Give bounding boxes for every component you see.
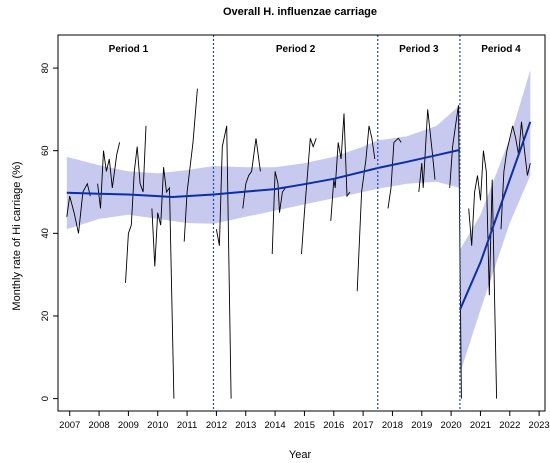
observed-line-1 — [66, 182, 91, 234]
x-tick-label: 2023 — [529, 420, 550, 431]
plot-frame — [57, 34, 546, 412]
observed-line-7 — [242, 138, 261, 209]
observed-line-2 — [97, 142, 121, 209]
observed-line-16 — [500, 121, 531, 230]
x-tick-label: 2020 — [441, 420, 462, 431]
observed-line-11 — [356, 125, 376, 292]
x-tick-label: 2009 — [118, 420, 139, 431]
period-label-4: Period 4 — [481, 44, 521, 55]
period-label-1: Period 1 — [109, 44, 149, 55]
y-axis-label: Monthly rate of Hi carriage (%) — [11, 161, 23, 310]
x-tick-label: 2011 — [177, 420, 197, 431]
observed-line-6 — [215, 125, 232, 399]
x-tick-label: 2017 — [353, 420, 374, 431]
observed-line-12 — [387, 137, 402, 209]
y-tick-label: 80 — [40, 63, 51, 74]
period-label-3: Period 3 — [399, 44, 439, 55]
y-tick-label: 20 — [40, 311, 51, 322]
fitted-trend-3 — [377, 148, 461, 169]
x-tick-label: 2014 — [265, 420, 286, 431]
x-axis-label: Year — [289, 449, 312, 461]
x-tick-label: 2022 — [499, 420, 520, 431]
observed-line-8 — [271, 171, 286, 255]
x-tick-label: 2013 — [235, 420, 256, 431]
x-tick-label: 2018 — [382, 420, 403, 431]
x-tick-label: 2015 — [294, 420, 315, 431]
y-tick-label: 60 — [40, 145, 51, 156]
x-tick-label: 2021 — [470, 420, 491, 431]
period-label-2: Period 2 — [276, 44, 316, 55]
plot-area: Period 1 Period 2 Period 3 Period 4 0 20 40 60 8… — [40, 34, 550, 431]
observed-line-3 — [125, 125, 147, 283]
x-tick-label: 2010 — [147, 420, 168, 431]
observed-line-5 — [183, 88, 198, 242]
observed-line-10 — [330, 113, 351, 221]
fitted-trend-4 — [458, 121, 532, 311]
x-tick-label: 2019 — [411, 420, 432, 431]
confidence-band-1 — [66, 105, 460, 230]
observed-line-9 — [301, 138, 317, 255]
y-tick-label: 0 — [40, 396, 51, 401]
x-tick-label: 2008 — [89, 420, 110, 431]
x-tick-label: 2016 — [323, 420, 344, 431]
x-tick-label: 2007 — [59, 420, 80, 431]
fitted-trend-2 — [213, 167, 379, 196]
observed-line-15 — [468, 150, 498, 399]
x-tick-label: 2012 — [206, 420, 227, 431]
y-tick-label: 40 — [40, 228, 51, 239]
chart-title: Overall H. influenzae carriage — [223, 6, 377, 18]
fitted-trend-1 — [66, 191, 214, 199]
